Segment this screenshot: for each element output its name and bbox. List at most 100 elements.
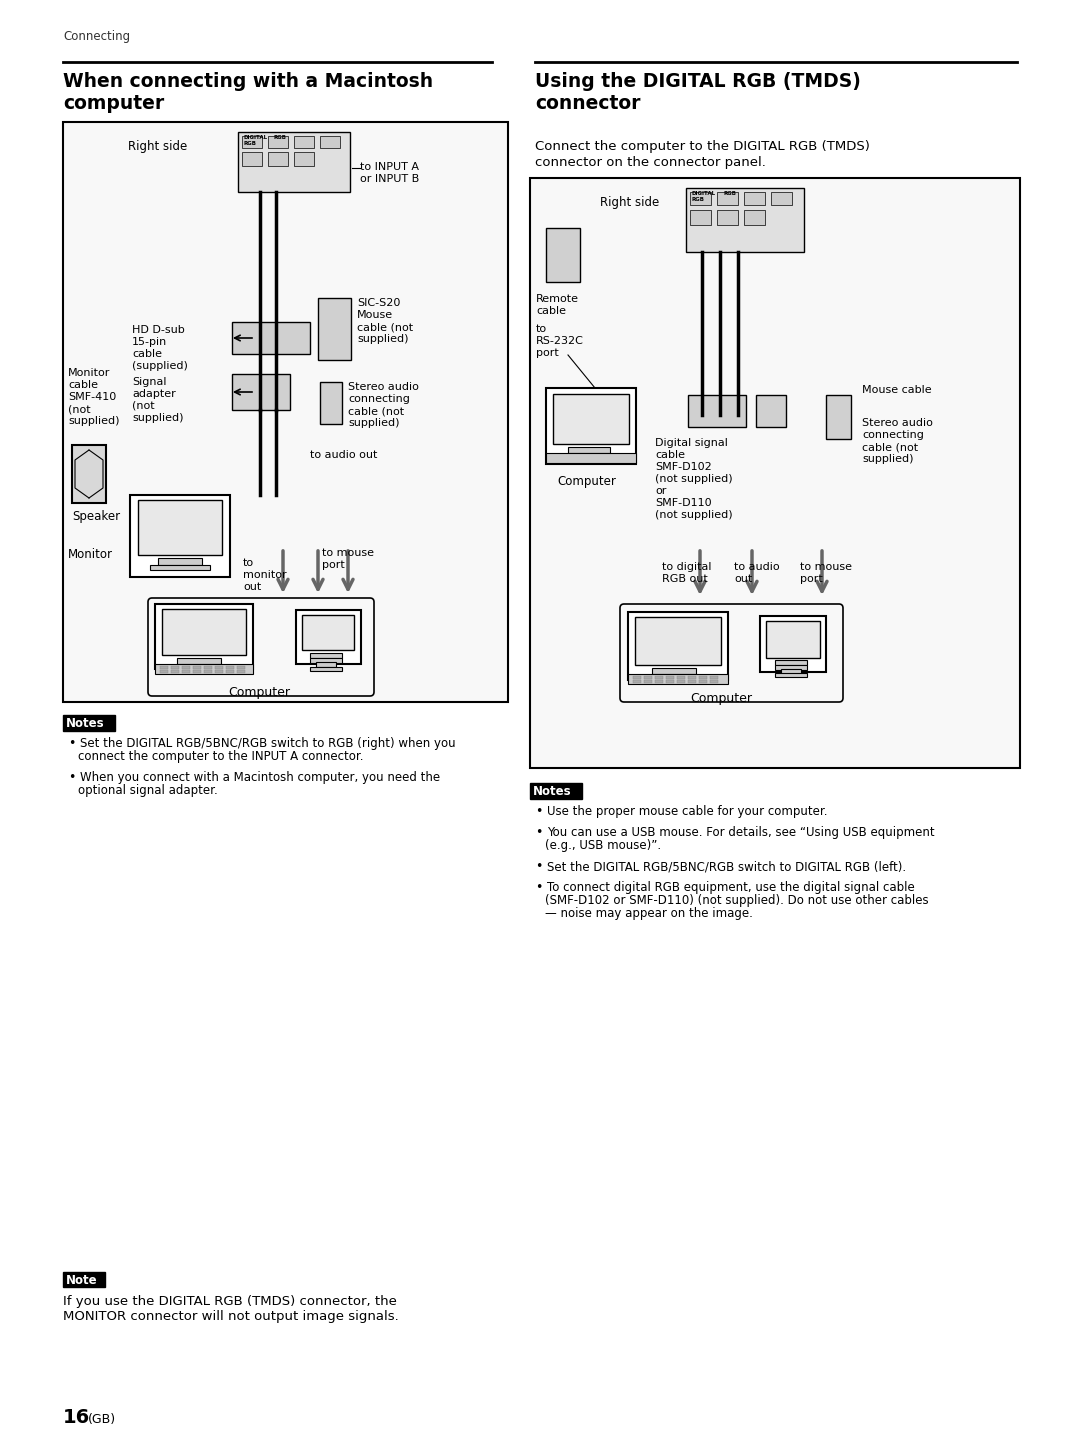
Text: 15-pin: 15-pin xyxy=(132,337,167,347)
Text: port: port xyxy=(800,574,823,584)
Bar xyxy=(162,610,246,656)
Bar xyxy=(627,674,728,684)
Bar xyxy=(193,670,201,673)
Text: (not: (not xyxy=(132,401,154,411)
Bar xyxy=(699,680,707,683)
Text: to: to xyxy=(536,324,548,334)
Text: •: • xyxy=(535,880,542,893)
Text: SMF-D110: SMF-D110 xyxy=(654,499,712,509)
Text: (supplied): (supplied) xyxy=(132,362,188,370)
Text: Speaker: Speaker xyxy=(72,510,120,523)
Text: When you connect with a Macintosh computer, you need the: When you connect with a Macintosh comput… xyxy=(80,771,441,784)
Bar xyxy=(156,604,253,669)
Bar xyxy=(226,670,234,673)
Text: cable: cable xyxy=(654,450,685,460)
Text: Note: Note xyxy=(66,1274,97,1287)
Bar xyxy=(130,496,230,576)
Bar xyxy=(63,122,508,702)
Bar xyxy=(710,676,718,679)
Text: (not supplied): (not supplied) xyxy=(654,474,732,484)
Text: port: port xyxy=(322,561,345,571)
Text: cable (not: cable (not xyxy=(357,321,414,331)
Text: Notes: Notes xyxy=(66,718,105,731)
Bar xyxy=(215,670,222,673)
Text: DIGITAL: DIGITAL xyxy=(692,192,716,196)
Bar xyxy=(232,321,310,354)
Text: Signal: Signal xyxy=(132,378,166,388)
Bar xyxy=(775,660,807,664)
Bar xyxy=(320,135,340,148)
Bar xyxy=(320,382,342,424)
Bar xyxy=(677,680,685,683)
Text: to audio out: to audio out xyxy=(310,450,377,460)
Text: To connect digital RGB equipment, use the digital signal cable: To connect digital RGB equipment, use th… xyxy=(546,880,915,893)
Bar xyxy=(690,210,711,225)
Text: Computer: Computer xyxy=(690,692,752,705)
Text: supplied): supplied) xyxy=(68,416,120,427)
Bar xyxy=(546,452,636,463)
Bar xyxy=(310,667,342,672)
Bar xyxy=(294,135,314,148)
Text: adapter: adapter xyxy=(132,389,176,399)
Bar xyxy=(635,617,721,664)
Text: RS-232C: RS-232C xyxy=(536,336,584,346)
Text: (GB): (GB) xyxy=(87,1414,117,1427)
Text: cable (not: cable (not xyxy=(862,442,918,452)
Text: or: or xyxy=(654,486,666,496)
Bar xyxy=(756,395,786,427)
Text: (not: (not xyxy=(68,403,91,414)
Bar xyxy=(771,192,792,205)
Text: out: out xyxy=(734,574,753,584)
Text: Notes: Notes xyxy=(534,785,571,798)
Bar xyxy=(237,666,245,669)
Bar xyxy=(160,670,168,673)
Bar xyxy=(546,388,636,464)
Text: — noise may appear on the image.: — noise may appear on the image. xyxy=(545,906,753,919)
Bar xyxy=(654,680,663,683)
Bar xyxy=(171,670,179,673)
Bar xyxy=(177,659,221,664)
Text: monitor: monitor xyxy=(243,571,286,579)
Bar xyxy=(183,670,190,673)
Text: to: to xyxy=(243,558,254,568)
Bar xyxy=(688,676,696,679)
Bar xyxy=(530,782,582,798)
Text: Stereo audio: Stereo audio xyxy=(348,382,419,392)
Bar xyxy=(568,447,610,452)
Text: Remote: Remote xyxy=(536,294,579,304)
Text: Connect the computer to the DIGITAL RGB (TMDS): Connect the computer to the DIGITAL RGB … xyxy=(535,140,869,153)
Text: cable (not: cable (not xyxy=(348,406,404,416)
Bar xyxy=(226,666,234,669)
Bar xyxy=(204,670,212,673)
Bar xyxy=(666,676,674,679)
Bar xyxy=(316,661,336,667)
Bar xyxy=(710,680,718,683)
Text: connect the computer to the INPUT A connector.: connect the computer to the INPUT A conn… xyxy=(78,749,364,762)
Text: (not supplied): (not supplied) xyxy=(654,510,732,520)
Bar xyxy=(717,210,738,225)
Bar xyxy=(717,192,738,205)
Text: Monitor: Monitor xyxy=(68,548,113,561)
Text: Computer: Computer xyxy=(557,476,616,488)
Bar xyxy=(302,615,354,650)
Text: supplied): supplied) xyxy=(348,418,400,428)
Text: to mouse: to mouse xyxy=(800,562,852,572)
Text: Connecting: Connecting xyxy=(63,30,130,43)
Bar xyxy=(644,680,652,683)
Text: DIGITAL: DIGITAL xyxy=(244,135,268,140)
Bar xyxy=(150,565,210,571)
Bar xyxy=(760,615,826,672)
Bar xyxy=(530,179,1020,768)
Bar xyxy=(775,673,807,677)
Text: Mouse: Mouse xyxy=(357,310,393,320)
Bar xyxy=(826,395,851,440)
Bar xyxy=(296,610,361,664)
Bar xyxy=(183,666,190,669)
Text: •: • xyxy=(535,806,542,818)
Bar xyxy=(744,192,765,205)
Text: When connecting with a Macintosh: When connecting with a Macintosh xyxy=(63,72,433,91)
Bar xyxy=(744,210,765,225)
Text: Right side: Right side xyxy=(600,196,659,209)
Bar xyxy=(666,680,674,683)
Text: to audio: to audio xyxy=(734,562,780,572)
